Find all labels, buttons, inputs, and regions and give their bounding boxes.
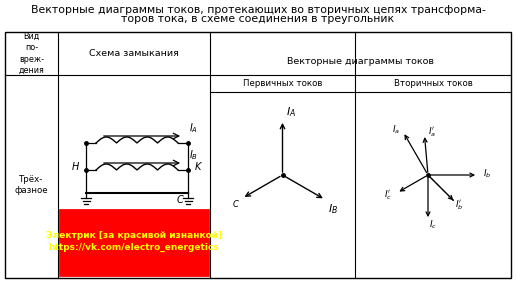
Text: $I_c$: $I_c$ [429,219,437,231]
Text: торов тока, в схеме соединения в треугольник: торов тока, в схеме соединения в треугол… [121,14,395,24]
Text: $I_b'$: $I_b'$ [455,199,464,212]
Text: $I_a'$: $I_a'$ [428,125,437,139]
Text: Первичных токов: Первичных токов [243,79,322,88]
Text: https://vk.com/electro_energetics: https://vk.com/electro_energetics [49,243,219,252]
Text: Векторные диаграммы токов: Векторные диаграммы токов [287,57,434,66]
Text: $I_a$: $I_a$ [392,124,400,136]
Bar [5,32,511,278]
Text: H: H [72,162,79,172]
Text: Векторные диаграммы токов, протекающих во вторичных цепях трансформа-: Векторные диаграммы токов, протекающих в… [30,5,486,15]
Text: Трёх-
фазное: Трёх- фазное [14,175,49,195]
Text: Электрик [за красивой изнанкой]: Электрик [за красивой изнанкой] [46,231,222,240]
Text: C: C [233,200,239,209]
Text: C: C [176,195,183,205]
Text: Вид
по-
вреж-
дения: Вид по- вреж- дения [19,32,44,75]
Text: $I_A$: $I_A$ [189,121,198,135]
Text: $I_B$: $I_B$ [189,148,198,162]
Text: K: K [195,162,201,172]
Text: $I_A$: $I_A$ [285,105,296,119]
Text: $I_B$: $I_B$ [328,202,338,215]
Text: $I_c'$: $I_c'$ [384,188,392,202]
Text: Схема замыкания: Схема замыкания [89,49,179,58]
Bar [60,210,208,275]
Text: $I_b$: $I_b$ [483,168,491,180]
Text: Вторичных токов: Вторичных токов [394,79,473,88]
